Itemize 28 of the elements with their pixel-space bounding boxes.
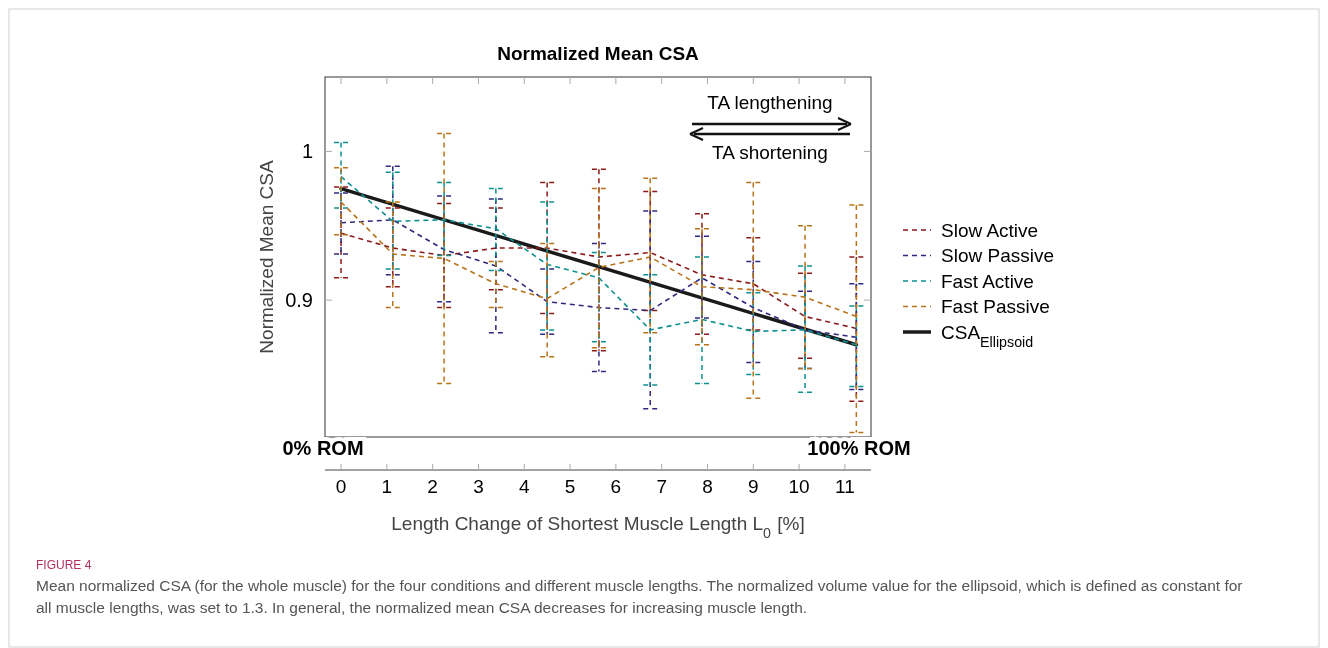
legend-label: Fast Active <box>941 270 1034 292</box>
y-tick-label: 0.9 <box>285 289 313 312</box>
x-tick-label: 10 <box>788 476 810 497</box>
y-axis-title: Normalized Mean CSA <box>256 160 277 354</box>
legend-label: Fast Passive <box>941 296 1050 318</box>
x-tick-label: 0 <box>335 476 347 497</box>
x-tick-label: 6 <box>610 476 622 497</box>
text: Mean normalized CSA (for the whole muscle) for the four conditions and different muscle lengths. The normalized volume value for the ellipsoid, which is defined as constant for all muscle lengths, was set to 1.3. In general, the normalized mean CSA decreases for increasing muscle length. <box>36 577 1243 616</box>
x-tick-label: 7 <box>656 476 667 497</box>
legend-label: CSA$_{Ellipsoid}$ <box>941 321 1034 350</box>
x-tick-label: 4 <box>518 476 530 497</box>
annotation: TA lengthening <box>707 92 833 113</box>
chart-title: Normalized Mean CSA <box>497 43 700 64</box>
x-axis-title: Length Change of Shortest Muscle Length L$_{0}$ [%] <box>391 513 805 541</box>
x-tick-label: 8 <box>702 476 713 497</box>
caption: FIGURE 4 <box>36 558 92 572</box>
x-tick-label: 1 <box>381 476 393 497</box>
legend-label: Slow Passive <box>941 245 1054 267</box>
text: 0% ROM <box>282 437 364 459</box>
x-tick-label: 9 <box>747 476 759 497</box>
x-tick-label: 11 <box>835 476 855 497</box>
annotation: TA shortening <box>712 142 828 163</box>
text: 100% ROM <box>807 437 911 459</box>
line-series <box>340 232 858 330</box>
x-tick-label: 2 <box>427 476 438 497</box>
legend-label: Slow Active <box>941 219 1039 241</box>
x-tick-label: 3 <box>473 476 484 497</box>
x-tick-label: 5 <box>564 476 576 497</box>
